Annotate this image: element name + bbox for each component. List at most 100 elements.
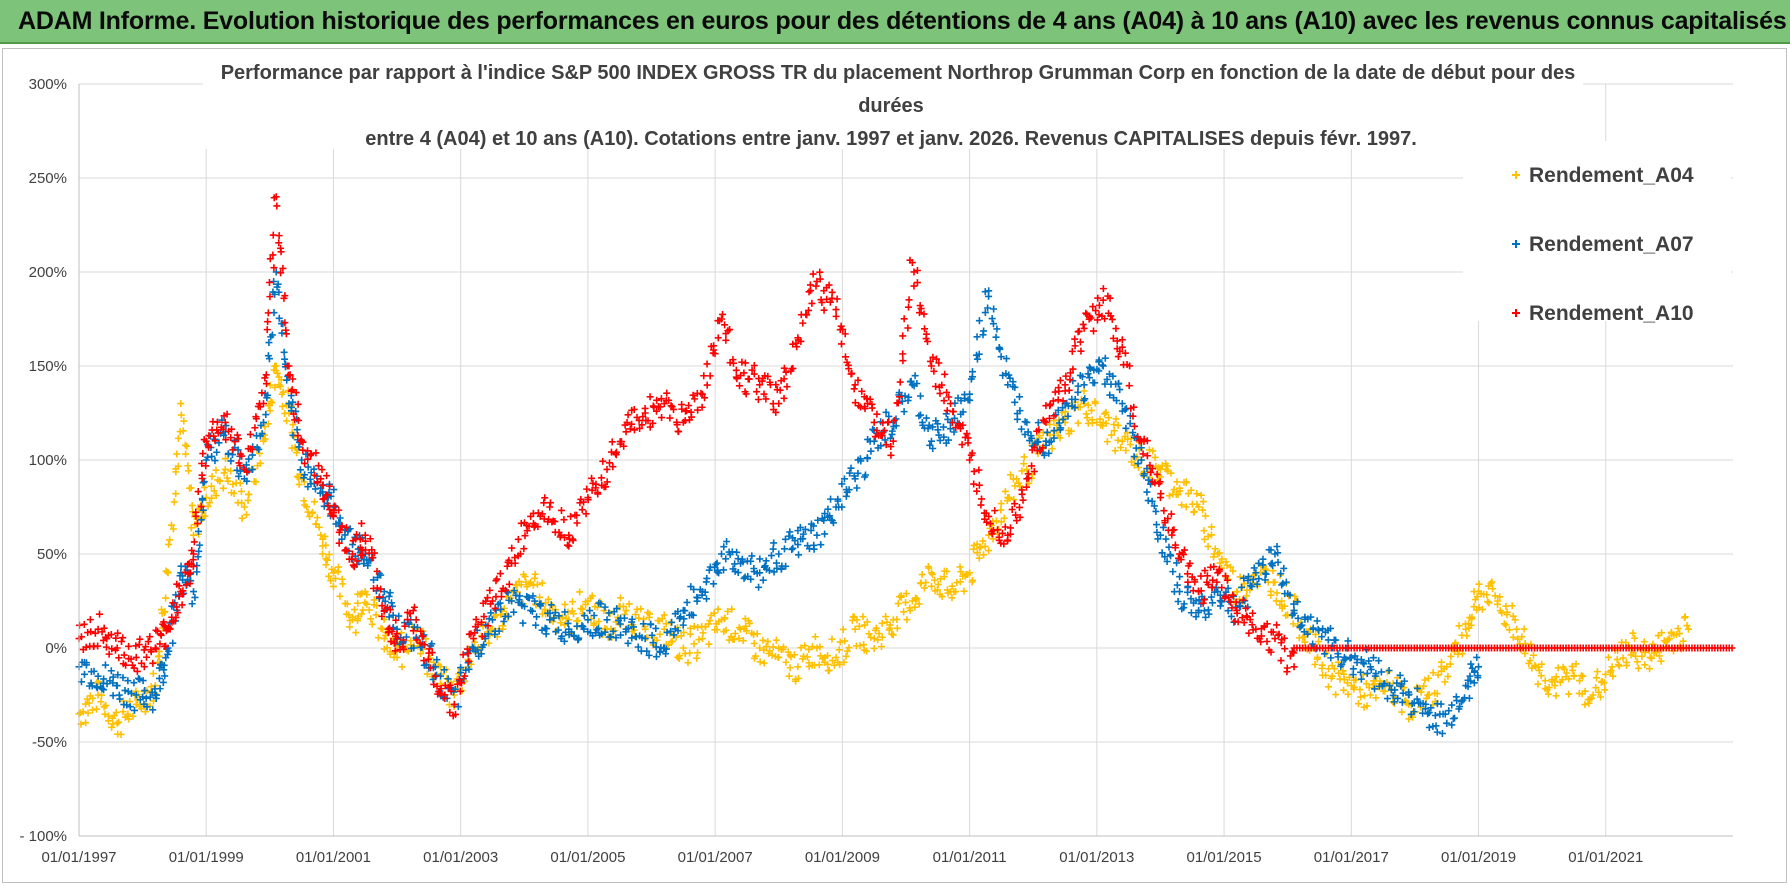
rendement-a07-point <box>680 615 688 623</box>
x-tick-label: 01/01/2011 <box>933 849 1007 866</box>
rendement-a07-point <box>1327 654 1335 662</box>
rendement-a10-point <box>503 562 511 570</box>
rendement-a10-point <box>156 640 164 648</box>
rendement-a07-point <box>465 665 473 673</box>
rendement-a10-point <box>608 438 616 446</box>
rendement-a07-point <box>574 635 582 643</box>
rendement-a07-point <box>1309 640 1317 648</box>
rendement-a07-point <box>562 628 570 636</box>
rendement-a04-point <box>273 369 281 377</box>
rendement-a10-point <box>753 388 761 396</box>
rendement-a10-point <box>986 520 994 528</box>
rendement-a04-point <box>346 623 354 631</box>
rendement-a10-point <box>910 282 918 290</box>
rendement-a04-point <box>267 397 275 405</box>
rendement-a07-point <box>997 353 1005 361</box>
rendement-a04-point <box>865 630 873 638</box>
rendement-a04-point <box>1488 578 1496 586</box>
rendement-a10-point <box>929 353 937 361</box>
rendement-a07-point <box>985 292 993 300</box>
rendement-a10-point <box>861 405 869 413</box>
rendement-a10-point <box>294 400 302 408</box>
rendement-a04-point <box>768 651 776 659</box>
rendement-a10-point <box>219 425 227 433</box>
rendement-a07-point <box>1353 659 1361 667</box>
rendement-a07-point <box>1126 420 1134 428</box>
rendement-a10-flat-point <box>1728 644 1736 652</box>
rendement-a04-point <box>322 541 330 549</box>
rendement-a07-point <box>444 675 452 683</box>
rendement-a07-point <box>1134 460 1142 468</box>
rendement-a10-point <box>683 407 691 415</box>
rendement-a04-point <box>1330 665 1338 673</box>
rendement-a07-point <box>484 630 492 638</box>
rendement-a04-point <box>1424 674 1432 682</box>
rendement-a07-point <box>1150 502 1158 510</box>
rendement-a10-point <box>1125 382 1133 390</box>
rendement-a10-point <box>930 367 938 375</box>
rendement-a07-point <box>100 675 108 683</box>
rendement-a07-point <box>1262 570 1270 578</box>
rendement-a10-point <box>1239 596 1247 604</box>
rendement-a07-point <box>107 667 115 675</box>
rendement-a10-point <box>592 480 600 488</box>
rendement-a07-point <box>1218 598 1226 606</box>
rendement-a04-point <box>863 618 871 626</box>
rendement-a10-point <box>832 306 840 314</box>
rendement-a04-point <box>1114 421 1122 429</box>
rendement-a04-point <box>1236 573 1244 581</box>
rendement-a04-point <box>271 383 279 391</box>
rendement-a10-point <box>1213 578 1221 586</box>
rendement-a07-point <box>594 624 602 632</box>
rendement-a07-point <box>586 607 594 615</box>
rendement-a07-point <box>944 436 952 444</box>
rendement-a10-point <box>338 522 346 530</box>
rendement-a10-point <box>213 418 221 426</box>
rendement-a10-point <box>635 416 643 424</box>
rendement-a10-point <box>269 231 277 239</box>
rendement-a07-point <box>524 594 532 602</box>
rendement-a07-point <box>296 466 304 474</box>
rendement-a10-point <box>446 681 454 689</box>
rendement-a10-point <box>140 663 148 671</box>
rendement-a07-point <box>1250 564 1258 572</box>
rendement-a10-point <box>1059 397 1067 405</box>
rendement-a07-point <box>1433 728 1441 736</box>
rendement-a10-point <box>1281 645 1289 653</box>
chart-title-line: entre 4 (A04) et 10 ans (A10). Cotations… <box>365 128 1417 150</box>
rendement-a07-point <box>1452 693 1460 701</box>
rendement-a07-point <box>951 414 959 422</box>
rendement-a07-point <box>1113 397 1121 405</box>
rendement-a04-point <box>878 633 886 641</box>
rendement-a10-point <box>246 430 254 438</box>
rendement-a07-point <box>188 600 196 608</box>
rendement-a07-point <box>262 411 270 419</box>
rendement-a07-point <box>1154 535 1162 543</box>
rendement-a10-point <box>175 582 183 590</box>
rendement-a10-point <box>380 607 388 615</box>
rendement-a04-point <box>1080 387 1088 395</box>
rendement-a04-point <box>938 593 946 601</box>
rendement-a10-point <box>281 292 289 300</box>
rendement-a10-point <box>331 502 339 510</box>
rendement-a10-point <box>410 603 418 611</box>
rendement-a07-point <box>584 616 592 624</box>
rendement-a10-point <box>769 400 777 408</box>
rendement-a04-point <box>354 599 362 607</box>
rendement-a07-point <box>528 607 536 615</box>
rendement-a10-point <box>421 641 429 649</box>
rendement-a04-point <box>989 535 997 543</box>
rendement-a10-point <box>304 455 312 463</box>
rendement-a07-point <box>275 288 283 296</box>
rendement-a04-point <box>1593 668 1601 676</box>
rendement-a10-point <box>935 359 943 367</box>
rendement-a04-point <box>238 499 246 507</box>
rendement-a07-point <box>248 466 256 474</box>
rendement-a07-point <box>641 635 649 643</box>
rendement-a07-point <box>1055 419 1063 427</box>
rendement-a10-point <box>166 625 174 633</box>
rendement-a10-point <box>323 491 331 499</box>
rendement-a04-point <box>1314 638 1322 646</box>
rendement-a04-point <box>1130 461 1138 469</box>
rendement-a07-point <box>1101 354 1109 362</box>
